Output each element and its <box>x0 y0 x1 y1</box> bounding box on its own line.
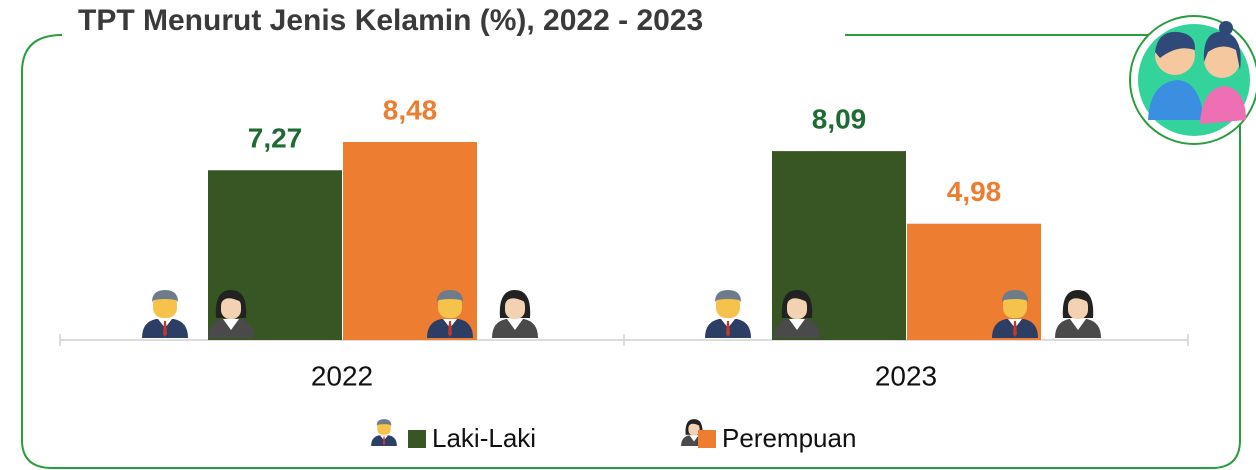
data-label: 7,27 <box>248 123 303 154</box>
legend-label: Laki-Laki <box>432 423 536 453</box>
legend-label: Perempuan <box>722 423 856 453</box>
data-label: 8,09 <box>812 103 867 134</box>
x-tick-label: 2022 <box>311 360 373 391</box>
frame <box>21 34 1241 469</box>
avatar-badge <box>1129 15 1256 145</box>
legend-swatch <box>408 430 426 448</box>
data-label: 4,98 <box>947 176 1002 207</box>
legend-swatch <box>698 430 716 448</box>
x-tick-label: 2023 <box>875 360 937 391</box>
data-label: 8,48 <box>383 94 438 125</box>
chart-title: TPT Menurut Jenis Kelamin (%), 2022 - 20… <box>78 4 703 37</box>
